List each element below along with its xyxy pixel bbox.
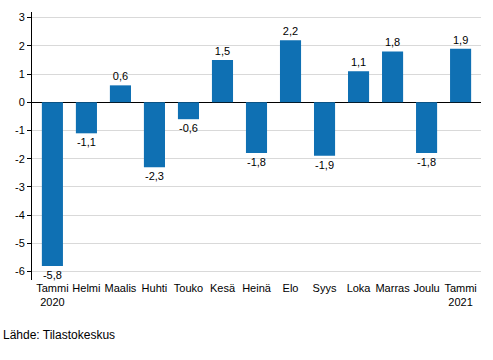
svg-text:Heinä: Heinä <box>242 282 272 294</box>
svg-text:Tammi2020: Tammi2020 <box>36 282 68 308</box>
svg-text:1,9: 1,9 <box>453 34 468 46</box>
svg-text:1,8: 1,8 <box>385 36 400 48</box>
svg-text:Marras: Marras <box>375 282 410 294</box>
svg-text:Huhti: Huhti <box>142 282 168 294</box>
svg-text:Loka: Loka <box>347 282 372 294</box>
svg-text:-6: -6 <box>15 265 25 277</box>
svg-text:-0,6: -0,6 <box>179 122 198 134</box>
svg-text:Lähde: Tilastokeskus: Lähde: Tilastokeskus <box>3 328 115 342</box>
svg-text:0,6: 0,6 <box>113 70 128 82</box>
svg-text:1: 1 <box>19 68 25 80</box>
svg-text:Helmi: Helmi <box>72 282 100 294</box>
svg-text:-1,8: -1,8 <box>247 156 266 168</box>
svg-text:-1,9: -1,9 <box>315 159 334 171</box>
svg-text:Syys: Syys <box>313 282 337 294</box>
svg-text:1,5: 1,5 <box>215 45 230 57</box>
svg-text:-1,1: -1,1 <box>77 136 96 148</box>
svg-text:Elo: Elo <box>283 282 299 294</box>
svg-text:Touko: Touko <box>174 282 203 294</box>
svg-text:2: 2 <box>19 40 25 52</box>
svg-text:-5,8: -5,8 <box>43 269 62 281</box>
svg-text:-1,8: -1,8 <box>417 156 436 168</box>
svg-text:Tammi2021: Tammi2021 <box>444 282 476 308</box>
svg-text:Joulu: Joulu <box>413 282 439 294</box>
svg-text:1,1: 1,1 <box>351 56 366 68</box>
svg-text:Maalis: Maalis <box>105 282 137 294</box>
svg-text:2,2: 2,2 <box>283 25 298 37</box>
svg-text:-3: -3 <box>15 181 25 193</box>
svg-text:-1: -1 <box>15 124 25 136</box>
svg-text:3: 3 <box>19 11 25 23</box>
svg-text:0: 0 <box>19 96 25 108</box>
svg-text:Kesä: Kesä <box>210 282 236 294</box>
svg-text:-2: -2 <box>15 153 25 165</box>
svg-text:-5: -5 <box>15 237 25 249</box>
svg-text:-4: -4 <box>15 209 25 221</box>
svg-text:-2,3: -2,3 <box>145 170 164 182</box>
